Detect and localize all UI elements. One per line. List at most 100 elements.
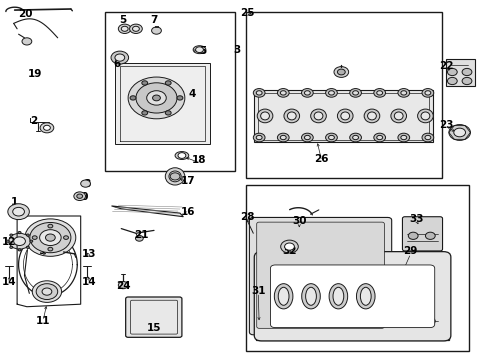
FancyBboxPatch shape (270, 265, 434, 328)
Circle shape (349, 89, 361, 97)
Circle shape (325, 89, 337, 97)
Circle shape (195, 47, 203, 53)
Circle shape (118, 24, 131, 33)
Circle shape (304, 91, 310, 95)
Circle shape (25, 219, 76, 256)
FancyBboxPatch shape (105, 12, 234, 171)
Ellipse shape (337, 109, 352, 123)
Circle shape (142, 81, 147, 85)
Circle shape (304, 135, 310, 140)
Circle shape (26, 246, 29, 248)
Circle shape (10, 246, 13, 248)
Text: 14: 14 (82, 276, 97, 287)
Circle shape (115, 54, 124, 61)
Ellipse shape (360, 287, 370, 305)
Circle shape (253, 89, 264, 97)
Ellipse shape (273, 315, 367, 322)
Circle shape (151, 27, 161, 34)
Text: 21: 21 (134, 230, 149, 240)
Ellipse shape (169, 171, 181, 182)
Circle shape (8, 204, 29, 220)
Circle shape (447, 77, 456, 85)
Circle shape (9, 233, 30, 249)
Ellipse shape (364, 109, 379, 123)
FancyBboxPatch shape (254, 252, 450, 341)
Ellipse shape (332, 287, 343, 305)
Circle shape (301, 89, 313, 97)
Ellipse shape (305, 287, 316, 305)
Text: 22: 22 (438, 60, 453, 71)
Text: 7: 7 (150, 15, 158, 25)
Circle shape (130, 96, 136, 100)
Circle shape (256, 135, 262, 140)
Circle shape (40, 230, 61, 246)
Ellipse shape (284, 109, 299, 123)
Circle shape (400, 91, 406, 95)
Circle shape (142, 111, 147, 115)
Ellipse shape (165, 168, 184, 185)
Circle shape (256, 91, 262, 95)
Circle shape (128, 77, 184, 119)
Circle shape (352, 135, 358, 140)
Circle shape (461, 77, 471, 85)
FancyBboxPatch shape (125, 297, 182, 337)
Circle shape (376, 135, 382, 140)
Circle shape (32, 236, 37, 239)
Circle shape (352, 91, 358, 95)
Ellipse shape (310, 109, 325, 123)
Circle shape (77, 194, 82, 198)
Circle shape (18, 231, 21, 234)
Circle shape (373, 89, 385, 97)
Text: 6: 6 (114, 59, 121, 69)
Circle shape (170, 173, 180, 180)
Circle shape (13, 207, 24, 216)
Text: 5: 5 (120, 15, 126, 25)
Circle shape (6, 240, 9, 242)
Circle shape (165, 81, 171, 85)
Circle shape (421, 133, 433, 142)
FancyBboxPatch shape (249, 217, 391, 335)
Circle shape (136, 83, 177, 113)
Circle shape (424, 91, 430, 95)
Text: 10: 10 (75, 192, 89, 202)
Text: 29: 29 (403, 246, 417, 256)
Text: 18: 18 (192, 155, 206, 165)
Circle shape (45, 234, 55, 241)
Ellipse shape (273, 230, 367, 238)
Circle shape (328, 91, 334, 95)
Ellipse shape (390, 109, 406, 123)
Circle shape (26, 234, 29, 236)
Circle shape (30, 240, 33, 242)
Circle shape (400, 275, 414, 285)
Text: 32: 32 (282, 246, 296, 256)
Text: 16: 16 (181, 207, 195, 217)
Circle shape (48, 247, 53, 251)
Circle shape (397, 89, 409, 97)
Circle shape (425, 318, 434, 325)
Text: 4: 4 (188, 89, 196, 99)
Ellipse shape (257, 109, 272, 123)
Circle shape (448, 125, 469, 140)
Circle shape (43, 125, 50, 130)
Circle shape (135, 235, 143, 241)
Text: 33: 33 (408, 214, 423, 224)
Circle shape (165, 111, 171, 115)
Circle shape (118, 282, 128, 289)
Circle shape (63, 236, 68, 239)
Ellipse shape (313, 112, 322, 120)
FancyBboxPatch shape (391, 266, 423, 294)
FancyBboxPatch shape (404, 304, 442, 337)
Circle shape (48, 224, 53, 228)
Ellipse shape (417, 109, 432, 123)
Text: 3: 3 (233, 45, 240, 55)
Ellipse shape (420, 112, 429, 120)
Circle shape (10, 234, 13, 236)
FancyBboxPatch shape (115, 63, 210, 144)
Ellipse shape (273, 294, 367, 301)
Circle shape (121, 26, 128, 31)
Ellipse shape (260, 112, 269, 120)
Ellipse shape (340, 112, 349, 120)
FancyBboxPatch shape (258, 93, 428, 140)
Circle shape (36, 284, 58, 300)
Text: 8: 8 (83, 179, 90, 189)
